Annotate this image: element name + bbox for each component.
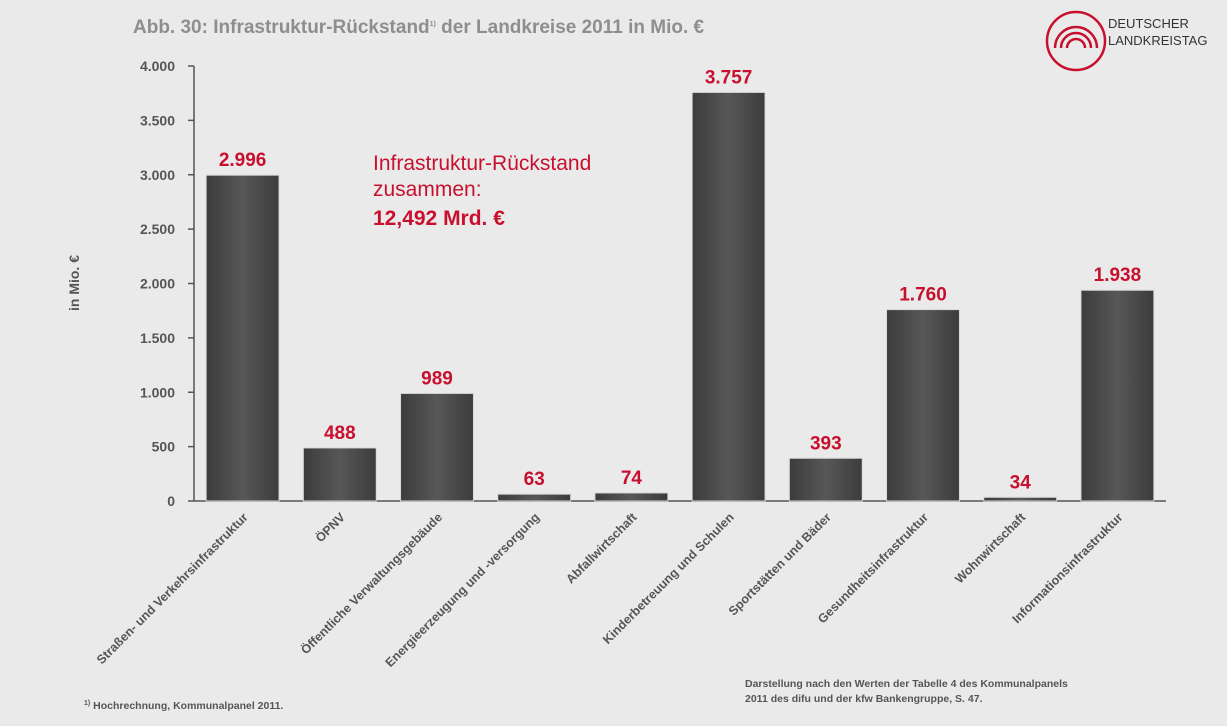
footnote: 1) Hochrechnung, Kommunalpanel 2011. [84,700,283,712]
annotation-line-1: Infrastruktur-Rückstand [373,152,591,175]
data-label: 393 [810,433,842,454]
bars [205,91,1155,502]
x-tick-label: Wohnwirtschaft [952,510,1029,587]
y-tick-label: 3.500 [140,112,175,128]
x-tick-label: Straßen- und Verkehrsinfrastruktur [94,510,251,667]
data-label: 1.760 [899,285,947,306]
x-tick-label: Informationsinfrastruktur [1010,510,1126,626]
y-axis-label: in Mio. € [66,255,82,311]
y-tick-label: 2.000 [140,276,175,292]
source-line-2: 2011 des difu und der kfw Bankengruppe, … [745,693,983,705]
chart-title: Abb. 30: Infrastruktur-Rückstand1) der L… [133,17,705,38]
annotation-total: 12,492 Mrd. € [373,207,505,230]
x-tick-label: Sportstätten und Bäder [726,510,834,618]
data-label: 488 [324,423,356,444]
y-tick-label: 1.500 [140,330,175,346]
landkreistag-logo: DEUTSCHER LANDKREISTAG [1045,10,1207,72]
bar [788,457,863,502]
y-tick-label: 0 [167,493,175,509]
y-tick-label: 500 [152,439,176,455]
x-tick-label: Gesundheitsinfrastruktur [815,510,931,626]
x-tick-label: ÖPNV [312,509,348,545]
data-label: 74 [621,468,643,489]
total-annotation: Infrastruktur-Rückstand zusammen: 12,492… [373,152,591,230]
bar [886,309,960,502]
data-label: 989 [421,368,453,389]
x-tick-label: Energieerzeugung und -versorgung [383,510,543,670]
bar [691,91,766,502]
y-tick-label: 3.000 [140,167,175,183]
data-label: 34 [1010,472,1032,493]
data-label: 3.757 [705,67,753,88]
bar [400,392,474,502]
logo-line-2: LANDKREISTAG [1108,33,1207,48]
bar [983,496,1058,502]
data-label: 1.938 [1094,265,1142,286]
x-tick-label: Abfallwirtschaft [563,510,640,587]
y-tick-label: 1.000 [140,384,175,400]
source-line-1: Darstellung nach den Werten der Tabelle … [745,678,1068,690]
bar [205,174,280,502]
bar [497,493,572,502]
y-tick-label: 4.000 [140,58,175,74]
y-ticks: 0 500 1.000 1.500 2.000 2.500 3.000 3.500 4.000 [140,58,194,509]
logo-line-1: DEUTSCHER [1108,16,1189,31]
bar [594,492,669,502]
annotation-line-2: zusammen: [373,178,482,201]
bar [1080,289,1155,502]
value-labels: 2.996 488 989 63 74 3.757 393 1.760 34 1.938 [219,67,1141,493]
data-label: 63 [524,469,545,490]
x-tick-labels: Straßen- und Verkehrsinfrastruktur ÖPNVÖf… [94,509,1126,670]
y-tick-label: 2.500 [140,221,175,237]
bar [302,447,377,502]
data-label: 2.996 [219,150,267,171]
logo-arcs-icon [1045,10,1107,72]
